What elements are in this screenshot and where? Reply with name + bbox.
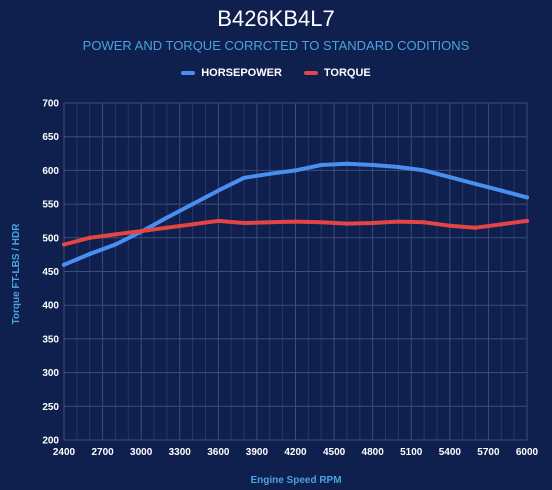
data-point-horsepower bbox=[242, 175, 247, 180]
series-lines bbox=[62, 161, 529, 267]
x-tick-label: 3600 bbox=[207, 447, 230, 458]
y-tick-label: 350 bbox=[42, 334, 59, 345]
data-point-horsepower bbox=[190, 202, 195, 207]
data-point-torque bbox=[396, 219, 401, 224]
data-point-horsepower bbox=[319, 163, 324, 168]
x-tick-label: 4800 bbox=[362, 447, 385, 458]
data-point-torque bbox=[344, 221, 349, 226]
data-point-torque bbox=[242, 220, 247, 225]
x-tick-label: 3000 bbox=[130, 447, 153, 458]
x-tick-label: 5700 bbox=[477, 447, 500, 458]
data-point-torque bbox=[87, 235, 92, 240]
data-point-torque bbox=[447, 223, 452, 228]
data-point-horsepower bbox=[62, 262, 66, 267]
data-point-horsepower bbox=[473, 181, 478, 186]
data-point-horsepower bbox=[344, 161, 349, 166]
data-point-horsepower bbox=[216, 188, 221, 193]
data-point-torque bbox=[499, 222, 504, 227]
x-tick-label: 4500 bbox=[323, 447, 346, 458]
y-tick-label: 300 bbox=[42, 368, 59, 379]
y-tick-label: 550 bbox=[42, 200, 59, 211]
data-point-torque bbox=[216, 218, 221, 223]
x-axis-title: Engine Speed RPM bbox=[250, 475, 341, 486]
legend-label-horsepower: HORSEPOWER bbox=[201, 67, 282, 79]
data-point-horsepower bbox=[499, 188, 504, 193]
tick-labels: 200 250 300 350 400 450 500 550 600 650 700 2400 270… bbox=[42, 99, 538, 459]
y-tick-label: 600 bbox=[42, 166, 59, 177]
x-tick-label: 3900 bbox=[246, 447, 269, 458]
y-tick-label: 250 bbox=[42, 402, 59, 413]
y-tick-label: 700 bbox=[42, 99, 59, 110]
data-point-horsepower bbox=[396, 165, 401, 170]
data-point-torque bbox=[525, 218, 529, 223]
chart-subtitle: POWER AND TORQUE CORRCTED TO STANDARD CO… bbox=[82, 38, 470, 53]
grid bbox=[63, 102, 528, 441]
data-point-torque bbox=[139, 229, 144, 234]
data-point-torque bbox=[267, 220, 272, 225]
x-tick-label: 2700 bbox=[91, 447, 114, 458]
legend: HORSEPOWER TORQUE bbox=[0, 67, 552, 79]
legend-item-torque[interactable]: TORQUE bbox=[303, 67, 371, 79]
data-point-torque bbox=[164, 225, 169, 230]
data-point-torque bbox=[190, 222, 195, 227]
data-point-horsepower bbox=[267, 171, 272, 176]
data-point-horsepower bbox=[293, 168, 298, 173]
data-point-horsepower bbox=[422, 168, 427, 173]
y-tick-label: 200 bbox=[42, 436, 59, 447]
y-tick-label: 450 bbox=[42, 267, 59, 278]
data-point-torque bbox=[370, 220, 375, 225]
x-tick-label: 4200 bbox=[284, 447, 307, 458]
data-point-horsepower bbox=[87, 251, 92, 256]
data-point-horsepower bbox=[164, 215, 169, 220]
legend-swatch-torque bbox=[303, 71, 318, 75]
x-tick-label: 3300 bbox=[169, 447, 192, 458]
data-point-horsepower bbox=[113, 242, 118, 247]
legend-label-torque: TORQUE bbox=[323, 67, 371, 79]
data-point-horsepower bbox=[447, 175, 452, 180]
data-point-torque bbox=[473, 225, 478, 230]
x-tick-label: 2400 bbox=[53, 447, 76, 458]
data-point-torque bbox=[293, 219, 298, 224]
data-point-torque bbox=[422, 220, 427, 225]
legend-swatch-horsepower bbox=[181, 71, 196, 75]
y-tick-label: 650 bbox=[42, 132, 59, 143]
data-point-torque bbox=[62, 242, 66, 247]
x-tick-label: 6000 bbox=[516, 447, 539, 458]
x-tick-label: 5400 bbox=[439, 447, 462, 458]
data-point-horsepower bbox=[525, 195, 529, 200]
y-axis-title: Torque FT-LBS / HDR bbox=[11, 223, 22, 325]
legend-item-horsepower[interactable]: HORSEPOWER bbox=[181, 67, 282, 79]
data-point-horsepower bbox=[370, 163, 375, 168]
data-point-torque bbox=[319, 220, 324, 225]
y-tick-label: 400 bbox=[42, 301, 59, 312]
y-tick-label: 500 bbox=[42, 233, 59, 244]
x-tick-label: 5100 bbox=[400, 447, 423, 458]
data-point-torque bbox=[113, 232, 118, 237]
chart-title: B426KB4L7 bbox=[217, 6, 335, 31]
